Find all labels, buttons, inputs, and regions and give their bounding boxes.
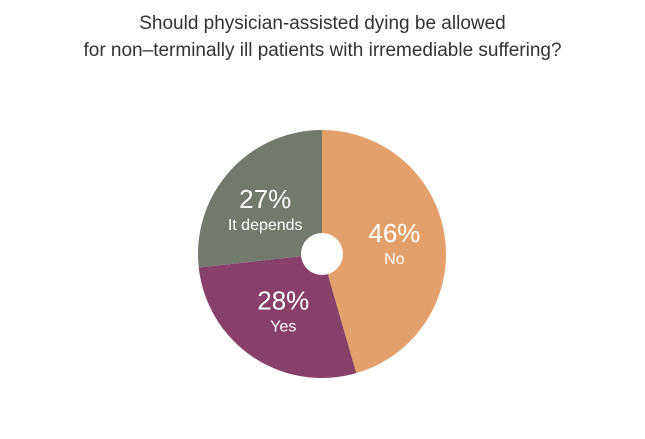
chart-title-line-2: for non–terminally ill patients with irr… [83, 40, 562, 61]
slice-percent-label: 28% [257, 286, 309, 316]
donut-hole [301, 233, 343, 275]
pie-slice-no [322, 130, 446, 374]
slice-percent-label: 27% [239, 184, 291, 214]
slice-category-label: Yes [270, 319, 296, 336]
chart-title: Should physician-assisted dying be allow… [0, 10, 645, 64]
slice-category-label: It depends [228, 217, 303, 234]
chart-title-line-1: Should physician-assisted dying be allow… [139, 13, 506, 34]
pie-slice-yes [198, 254, 357, 378]
slice-category-label: No [384, 251, 405, 268]
pie-slices [197, 130, 446, 378]
slice-labels: 46% No 28% Yes 27% It depends [228, 184, 421, 336]
slice-percent-label: 46% [368, 218, 420, 248]
pie-slice-it-depends [197, 130, 322, 268]
